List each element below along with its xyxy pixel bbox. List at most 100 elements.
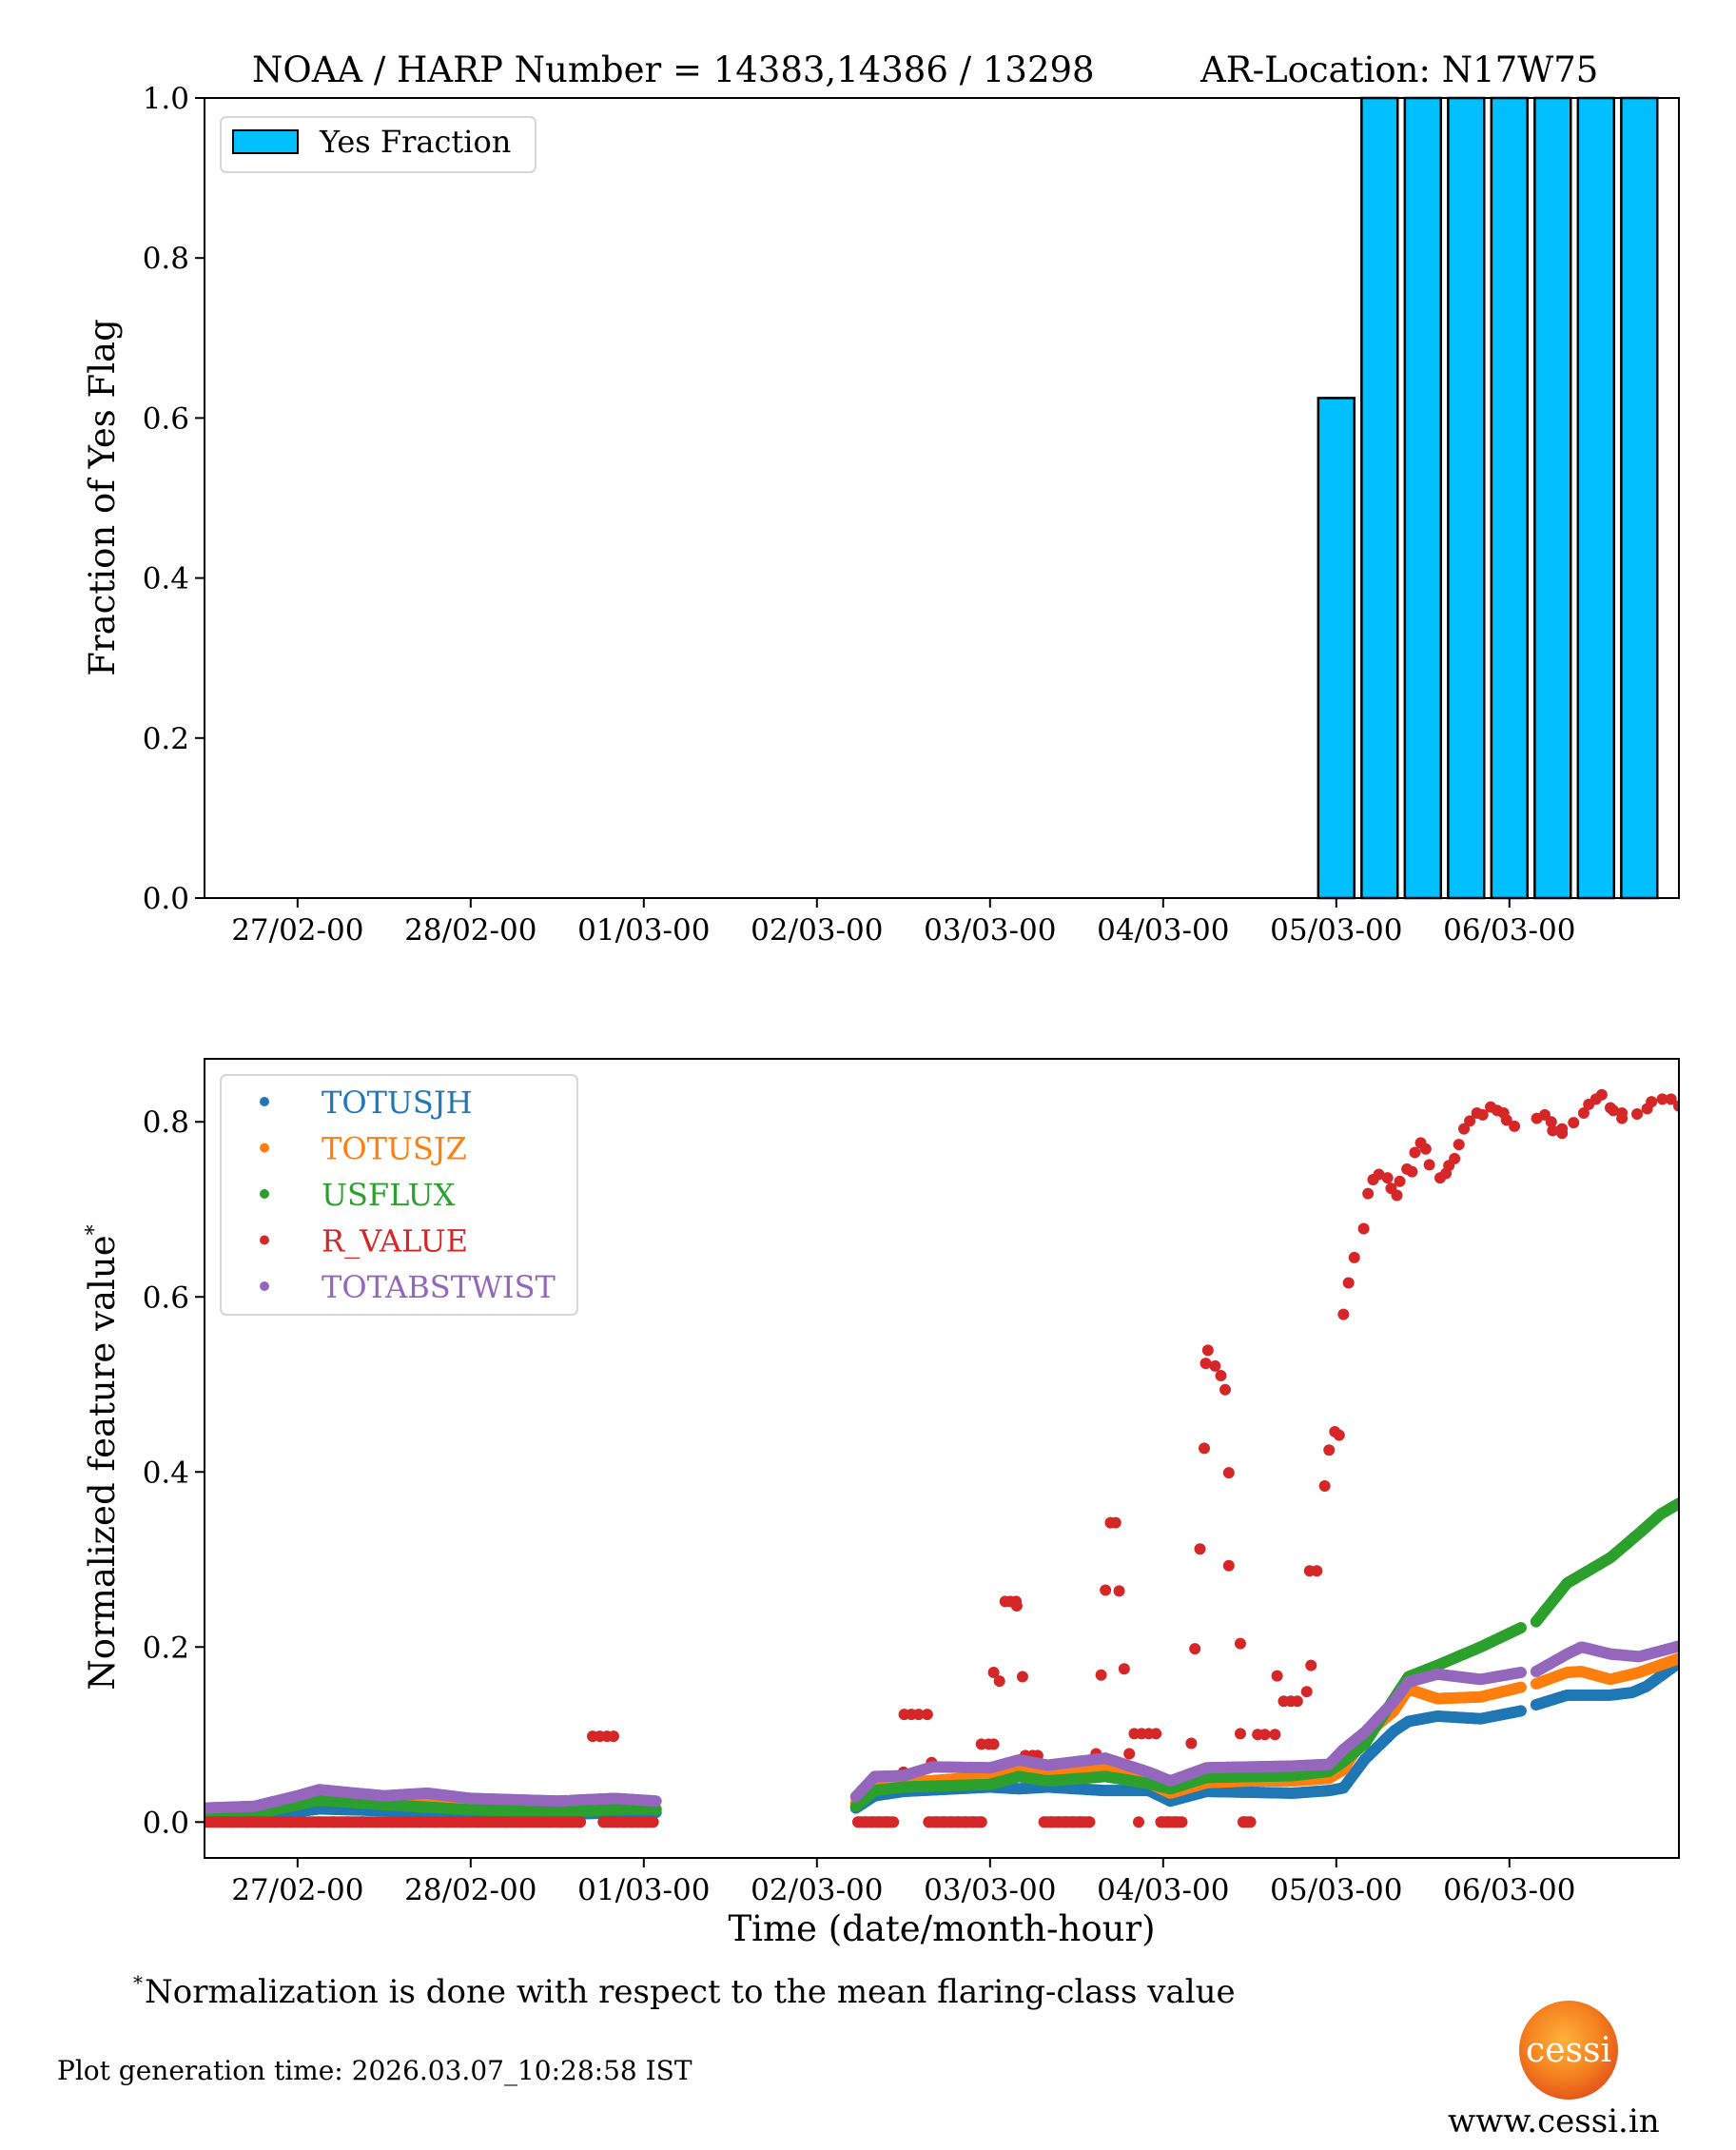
data-point [1215,1370,1227,1382]
data-point [1209,1359,1221,1372]
data-point [987,1666,1000,1678]
data-point [1449,1152,1461,1164]
data-point [1016,1671,1028,1683]
top-ytick-label: 1.0 [143,82,189,116]
bottom-xtick-label: 02/03-00 [751,1873,883,1907]
data-point [885,1816,897,1828]
data-point [1453,1139,1465,1151]
data-point [1673,1497,1679,1510]
data-point [1269,1729,1281,1741]
bottom-ytick-label: 0.6 [143,1280,189,1315]
feature-points [205,1088,1679,1828]
data-point [1656,1093,1668,1105]
yes-fraction-bar [1317,397,1356,900]
yes-fraction-bar [1490,96,1530,900]
data-point [646,1816,658,1828]
data-point [1391,1189,1403,1202]
series-usflux [205,1497,1679,1822]
chart-title-harp: NOAA / HARP Number = 14383,14386 / 13298 [252,49,1095,90]
data-point [1595,1088,1608,1101]
data-point [921,1709,933,1721]
data-point [1406,1165,1418,1178]
legend-patch-yes-fraction [232,129,299,154]
data-point [1409,1146,1421,1159]
top-ytick-label: 0.0 [143,882,189,916]
series-totabstwist [205,1640,1679,1814]
data-point [1514,1705,1527,1717]
data-point [1318,1479,1331,1492]
bottom-ytick-label: 0.8 [143,1105,189,1140]
top-axes-frame [204,97,1680,899]
data-point [1514,1681,1527,1693]
data-point [607,1730,619,1743]
data-point [1514,1666,1527,1678]
yes-fraction-bar [1620,96,1659,900]
data-point [1100,1584,1112,1596]
footnote-text: Normalization is done with respect to th… [145,1973,1236,2011]
cessi-logo: cessi [1519,2001,1618,2100]
bottom-legend-box [220,1074,578,1316]
data-point [975,1816,987,1828]
top-xtick-label: 01/03-00 [577,913,710,948]
data-point [1500,1114,1512,1126]
bottom-ytick-label: 0.2 [143,1631,189,1665]
data-point [1010,1600,1023,1612]
top-y-ticks: 0.0 0.2 0.4 0.6 0.8 1.0 [143,82,205,916]
bottom-xtick-label: 05/03-00 [1270,1873,1402,1907]
yes-fraction-bar [1533,96,1572,900]
data-point [1616,1112,1629,1124]
data-point [1337,1308,1350,1320]
data-point [993,1675,1005,1688]
data-point [1243,1816,1256,1828]
yes-fraction-bar [1576,96,1616,900]
data-point [1189,1643,1201,1655]
data-point [1200,1358,1212,1370]
data-point [912,1709,925,1721]
data-point [1199,1442,1211,1455]
yes-fraction-bar [1360,96,1399,900]
data-point [1547,1124,1559,1137]
legend-marker-r-value [260,1235,269,1245]
data-point [1665,1093,1677,1105]
website-link[interactable]: www.cessi.in [1448,2102,1660,2140]
legend-marker-totabstwist [260,1281,269,1291]
top-xtick-label: 06/03-00 [1443,913,1575,948]
bottom-ytick-label: 0.4 [143,1456,189,1490]
data-point [1185,1737,1198,1749]
data-point [1348,1251,1360,1263]
data-point [1234,1728,1246,1740]
data-point [1419,1143,1432,1155]
top-ytick-label: 0.6 [143,401,189,436]
top-x-ticks: 27/02-00 28/02-00 01/03-00 02/03-00 03/03-00… [231,898,1575,948]
data-point [1545,1116,1557,1128]
data-point [1458,1123,1471,1135]
legend-label-r-value: R_VALUE [322,1223,468,1260]
bottom-x-axis-label: Time (date/month-hour) [728,1908,1155,1949]
data-point [987,1738,1000,1750]
top-xtick-label: 05/03-00 [1270,913,1402,948]
bottom-y-axis-label: Normalized feature value* [82,1224,123,1690]
top-ytick-label: 0.8 [143,242,189,276]
data-point [1646,1096,1658,1108]
data-point [1311,1565,1323,1577]
data-point [1150,1728,1162,1740]
data-point [1333,1429,1345,1441]
legend-label-totusjz: TOTUSJZ [322,1131,467,1167]
data-point [1577,1107,1590,1120]
bottom-xtick-label: 01/03-00 [577,1873,710,1907]
data-point [1673,1100,1679,1112]
data-point [1194,1543,1206,1555]
data-point [1373,1168,1385,1181]
legend-label-totabstwist: TOTABSTWIST [322,1269,556,1305]
bottom-xtick-label: 28/02-00 [404,1873,536,1907]
chart-title-location: AR-Location: N17W75 [1200,49,1598,90]
data-point [1300,1686,1313,1698]
data-point [1201,1344,1214,1357]
yes-fraction-bar [1447,96,1486,900]
data-point [1083,1816,1095,1828]
bottom-axes-frame [204,1058,1680,1859]
footnote-asterisk: * [133,1971,143,1994]
data-point [650,1804,662,1816]
normalization-footnote: *Normalization is done with respect to t… [133,1971,1236,2011]
